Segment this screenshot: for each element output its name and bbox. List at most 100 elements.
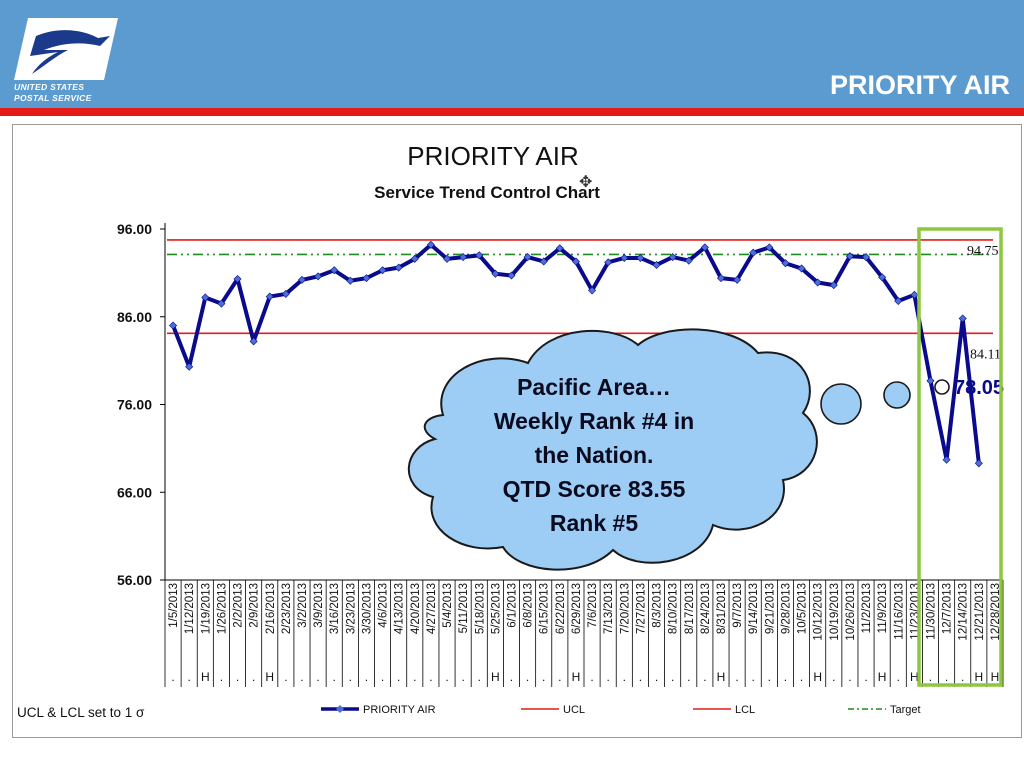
x-tick-label: 7/6/2013 <box>587 583 599 628</box>
x-tick-label: 11/16/2013 <box>893 583 905 640</box>
y-tick-label: 86.00 <box>117 309 152 325</box>
x-tick-label: 5/4/2013 <box>442 583 454 628</box>
week-flag: H <box>878 670 887 684</box>
data-point <box>974 459 983 468</box>
x-tick-label: 6/1/2013 <box>506 583 518 628</box>
data-point <box>539 257 548 266</box>
x-tick-label: 11/30/2013 <box>925 583 937 640</box>
x-tick-label: 10/19/2013 <box>829 583 841 641</box>
data-point <box>265 292 274 301</box>
thought-bubble-medium <box>883 381 911 409</box>
week-flag: . <box>284 670 287 684</box>
x-tick-label: 4/13/2013 <box>394 583 406 634</box>
week-flag: . <box>445 670 448 684</box>
week-flag: . <box>945 670 948 684</box>
data-point <box>571 257 580 266</box>
week-flag: . <box>381 670 384 684</box>
data-point <box>201 293 210 302</box>
week-flag: . <box>510 670 513 684</box>
x-tick-label: 5/25/2013 <box>490 583 502 634</box>
move-cursor-icon: ✥ <box>579 172 592 191</box>
week-flag: . <box>639 670 642 684</box>
week-flag: . <box>848 670 851 684</box>
data-point <box>507 271 516 280</box>
data-point <box>878 273 887 282</box>
x-tick-label: 8/10/2013 <box>668 583 680 634</box>
control-chart: PRIORITY AIR Service Trend Control Chart✥… <box>17 141 1004 720</box>
week-flag: H <box>717 670 726 684</box>
logo-line-1: UNITED STATES <box>14 82 85 92</box>
lcl-value-label: 84.11 <box>970 347 1001 362</box>
annotation-line-5: Rank #5 <box>549 510 639 536</box>
data-point <box>845 252 854 261</box>
data-point <box>410 254 419 263</box>
x-tick-label: 11/2/2013 <box>861 583 873 633</box>
week-flag: . <box>171 670 174 684</box>
week-flag: . <box>236 670 239 684</box>
week-flag: . <box>349 670 352 684</box>
x-tick-label: 2/23/2013 <box>281 583 293 634</box>
week-flag: . <box>558 670 561 684</box>
thought-bubble-large <box>820 383 862 425</box>
x-tick-label: 4/6/2013 <box>378 583 390 628</box>
data-point <box>926 376 935 385</box>
data-point <box>523 253 532 262</box>
data-point <box>459 253 468 262</box>
data-point <box>910 290 919 299</box>
data-point <box>281 289 290 298</box>
week-flag: . <box>252 670 255 684</box>
data-point <box>555 244 564 253</box>
week-flag: H <box>991 670 1000 684</box>
x-tick-label: 4/27/2013 <box>426 583 438 634</box>
x-tick-label: 10/26/2013 <box>845 583 857 641</box>
data-point <box>233 274 242 284</box>
x-tick-label: 9/28/2013 <box>780 583 792 634</box>
week-flag: H <box>910 670 919 684</box>
week-flag: . <box>333 670 336 684</box>
week-flag: . <box>897 670 900 684</box>
y-tick-label: 76.00 <box>117 397 152 413</box>
chart-frame: PRIORITY AIR Service Trend Control Chart ✥… <box>12 124 1022 738</box>
week-flag: . <box>413 670 416 684</box>
y-tick-label: 56.00 <box>117 572 152 588</box>
week-flag: . <box>800 670 803 684</box>
chart-subtitle: Service Trend Control Chart <box>374 183 600 202</box>
slide-title: PRIORITY AIR <box>829 70 1010 100</box>
week-flag: . <box>397 670 400 684</box>
annotation-line-1: Pacific Area… <box>517 374 671 400</box>
thought-bubble-small <box>934 379 950 395</box>
week-flag: . <box>316 670 319 684</box>
week-flag: . <box>768 670 771 684</box>
legend-marker <box>336 705 344 713</box>
chart-title: PRIORITY AIR <box>407 141 578 171</box>
week-flag: H <box>974 670 983 684</box>
data-point <box>217 299 226 308</box>
data-point <box>346 276 355 285</box>
x-tick-label: 3/2/2013 <box>297 583 309 628</box>
week-flag: H <box>491 670 500 684</box>
x-tick-label: 3/9/2013 <box>313 583 325 628</box>
x-tick-label: 2/9/2013 <box>249 583 261 628</box>
week-flag: . <box>542 670 545 684</box>
current-value-label: 78.05 <box>954 377 1004 399</box>
week-flag: . <box>365 670 368 684</box>
legend-target-label: Target <box>890 704 921 716</box>
header-stripe <box>0 108 1024 116</box>
week-flag: . <box>478 670 481 684</box>
data-point <box>314 272 323 281</box>
x-tick-label: 5/11/2013 <box>458 583 470 633</box>
x-tick-label: 1/12/2013 <box>184 583 196 634</box>
data-point <box>362 274 371 283</box>
annotation-text: Pacific Area… Weekly Rank #4 in the Nati… <box>456 370 732 540</box>
x-tick-label: 12/21/2013 <box>974 583 986 641</box>
data-point <box>716 274 726 283</box>
data-point <box>604 258 613 267</box>
data-point <box>426 240 435 249</box>
data-point <box>652 260 661 270</box>
data-point <box>668 253 677 262</box>
x-tick-label: 7/27/2013 <box>635 583 647 634</box>
week-flag: H <box>201 670 210 684</box>
x-tick-label: 2/16/2013 <box>265 583 277 634</box>
x-tick-label: 12/7/2013 <box>942 583 954 634</box>
legend-ucl-label: UCL <box>563 704 585 716</box>
